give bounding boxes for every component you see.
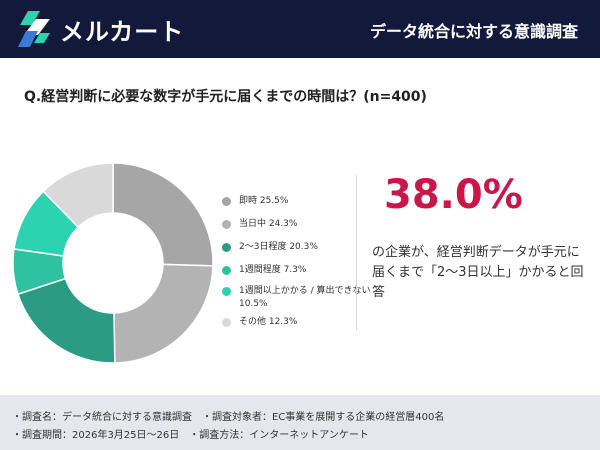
legend-item-3: 1週間程度 7.3% [222,264,306,277]
highlight-percentage: 38.0% [384,172,523,218]
brand-name: メルカート [60,18,185,46]
donut-chart [12,162,214,364]
legend-swatch [222,266,231,275]
question-text: Q.経営判断に必要な数字が手元に届くまでの時間は？(n=400) [24,89,427,105]
survey-footer: ・調査名：データ統合に対する意識調査 ・調査対象者：EC事業を展開する企業の経営… [0,395,600,450]
legend-item-4: 1週間以上かかる / 算出できない 10.5% [222,285,372,311]
legend-item-0: 即時 25.5% [222,195,288,208]
divider [356,175,357,330]
legend-label: 2〜3日程度 20.3% [239,242,318,252]
legend-item-1: 当日中 24.3% [222,218,297,231]
footer-line-2: ・調査期間：2026年3月25日〜26日 ・調査方法：インターネットアンケート [12,430,369,441]
donut-slice-0 [112,162,214,267]
legend-item-2: 2〜3日程度 20.3% [222,241,318,254]
donut-slice-5 [42,162,114,229]
legend-swatch [222,287,231,296]
legend-item-5: その他 12.3% [222,316,297,329]
legend-label: 即時 25.5% [239,196,289,206]
donut-slice-1 [113,263,214,364]
legend-swatch [222,197,231,206]
donut-slice-2 [17,277,116,364]
legend-swatch [222,243,231,252]
survey-title: データ統合に対する意識調査 [369,22,578,41]
legend-swatch [222,220,231,229]
brand-logo-icon [18,11,50,47]
legend-label: 1週間以上かかる / 算出できない 10.5% [239,286,371,309]
legend-label: その他 12.3% [239,317,298,327]
legend-label: 1週間程度 7.3% [239,265,307,275]
footer-line-1: ・調査名：データ統合に対する意識調査 ・調査対象者：EC事業を展開する企業の経営… [12,412,445,423]
header-bar: メルカート データ統合に対する意識調査 [0,0,600,58]
legend-swatch [222,318,231,327]
highlight-description: の企業が、経営判断データが手元に届くまで「2〜3日以上」かかると回答 [372,245,584,300]
legend-label: 当日中 24.3% [239,219,298,229]
